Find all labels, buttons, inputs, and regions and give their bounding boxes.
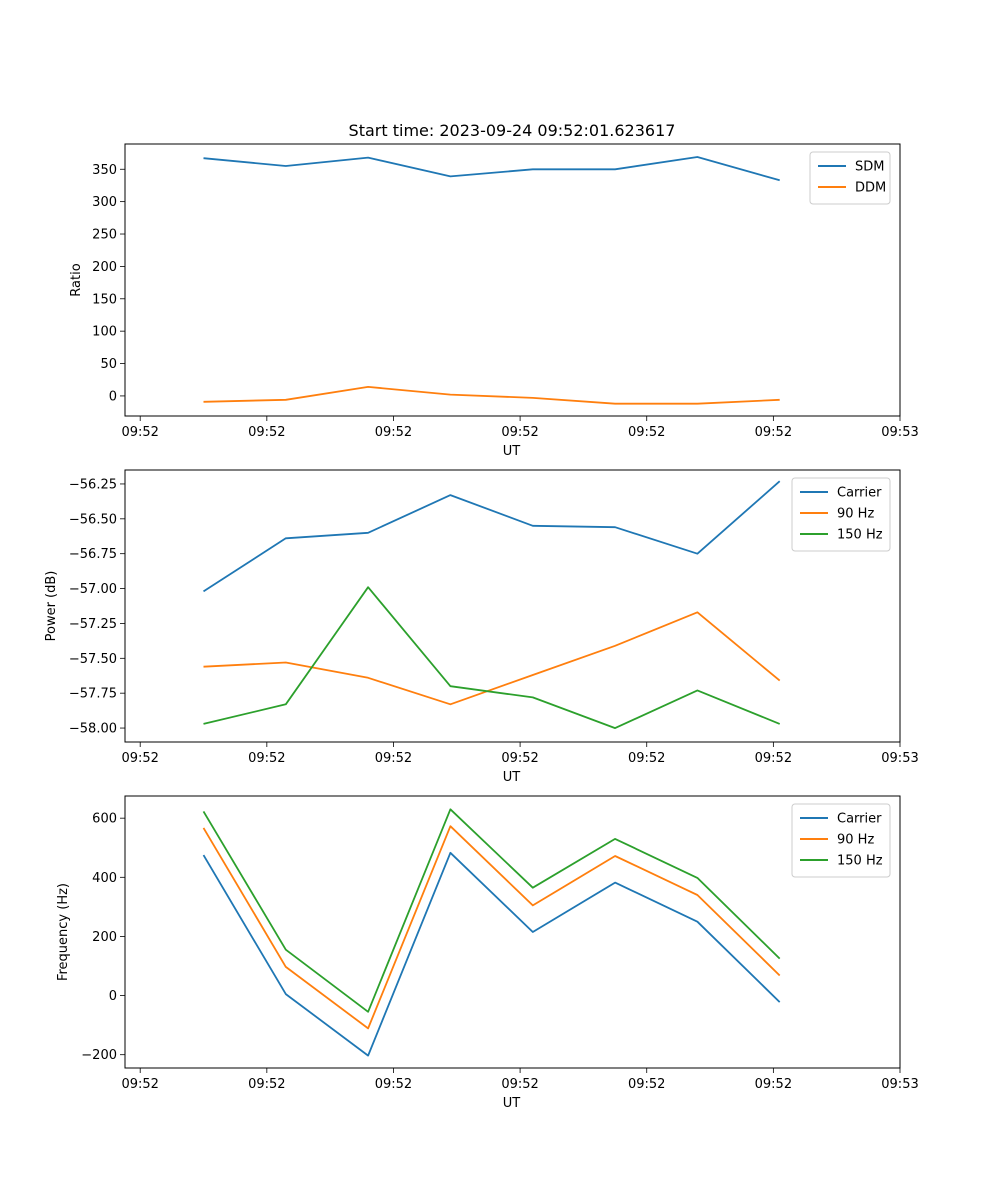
y-axis-label: Frequency (Hz) xyxy=(56,883,71,981)
y-tick-label: 350 xyxy=(92,163,117,178)
series-line-carrier xyxy=(202,851,781,1057)
plot-frame xyxy=(124,795,901,1069)
plot-frame xyxy=(124,469,901,743)
x-tick-label: 09:52 xyxy=(375,751,412,766)
legend-label: Carrier xyxy=(837,812,882,827)
y-tick-label: 0 xyxy=(109,989,117,1004)
legend-label: 150 Hz xyxy=(837,528,883,543)
y-tick-label: 200 xyxy=(92,260,117,275)
series-line-150-hz xyxy=(202,808,781,1013)
legend: Carrier 90 Hz 150 Hz xyxy=(791,477,891,552)
y-tick-label: 400 xyxy=(92,871,117,886)
x-tick-label: 09:52 xyxy=(755,751,792,766)
x-tick-label: 09:53 xyxy=(881,1077,918,1092)
x-tick-label: 09:52 xyxy=(248,425,285,440)
y-tick-label: 50 xyxy=(100,357,117,372)
y-tick-label: −57.25 xyxy=(69,617,117,632)
y-axis-label: Ratio xyxy=(69,263,84,296)
y-tick-label: 100 xyxy=(92,325,117,340)
legend-label: SDM xyxy=(855,160,884,175)
x-tick-label: 09:52 xyxy=(121,1077,158,1092)
x-tick-label: 09:53 xyxy=(881,425,918,440)
legend-label: Carrier xyxy=(837,486,882,501)
x-tick-label: 09:52 xyxy=(501,751,538,766)
legend-label: 90 Hz xyxy=(837,507,874,522)
chart-panel-1: 09:52 09:52 09:52 09:52 09:52 09:52 09:53 0 50 10… xyxy=(69,143,919,459)
x-tick-label: 09:52 xyxy=(248,751,285,766)
chart-panel-3: 09:52 09:52 09:52 09:52 09:52 09:52 09:53 −200 0… xyxy=(56,795,919,1111)
x-tick-label: 09:52 xyxy=(375,425,412,440)
series-line-carrier xyxy=(203,480,781,593)
legend-label: 150 Hz xyxy=(837,854,883,869)
series-line-ddm xyxy=(203,385,780,405)
y-tick-label: 600 xyxy=(92,812,117,827)
x-tick-label: 09:52 xyxy=(755,425,792,440)
y-tick-label: 0 xyxy=(109,389,117,404)
x-axis-label: UT xyxy=(503,444,521,459)
legend-box xyxy=(791,803,891,878)
x-tick-label: 09:52 xyxy=(501,425,538,440)
chart-panel-2: 09:52 09:52 09:52 09:52 09:52 09:52 09:53 −58.0… xyxy=(44,469,919,785)
y-tick-label: −56.50 xyxy=(69,512,117,527)
y-tick-label: −56.25 xyxy=(69,477,117,492)
x-tick-label: 09:52 xyxy=(375,1077,412,1092)
plot-frame xyxy=(124,143,901,417)
x-axis-label: UT xyxy=(503,1096,521,1111)
x-tick-label: 09:52 xyxy=(121,751,158,766)
y-tick-label: −56.75 xyxy=(69,547,117,562)
x-tick-label: 09:52 xyxy=(755,1077,792,1092)
x-tick-label: 09:52 xyxy=(628,425,665,440)
figure-title: Start time: 2023-09-24 09:52:01.623617 xyxy=(349,121,676,140)
y-tick-label: −200 xyxy=(81,1048,117,1063)
legend: Carrier 90 Hz 150 Hz xyxy=(791,803,891,878)
chart-panels: 09:52 09:52 09:52 09:52 09:52 09:52 09:53 0 50 10… xyxy=(44,143,919,1111)
legend-label: 90 Hz xyxy=(837,833,874,848)
y-tick-label: −57.75 xyxy=(69,687,117,702)
y-tick-label: −57.00 xyxy=(69,582,117,597)
y-tick-label: 250 xyxy=(92,228,117,243)
legend: SDM DDM xyxy=(809,151,891,205)
series-line-90-hz xyxy=(202,825,781,1030)
x-tick-label: 09:52 xyxy=(628,1077,665,1092)
y-tick-label: 300 xyxy=(92,195,117,210)
x-axis-label: UT xyxy=(503,770,521,785)
y-tick-label: 200 xyxy=(92,930,117,945)
series-line-90-hz xyxy=(203,611,781,706)
y-tick-label: 150 xyxy=(92,292,117,307)
series-line-sdm xyxy=(203,156,780,182)
x-tick-label: 09:52 xyxy=(121,425,158,440)
y-axis-label: Power (dB) xyxy=(44,571,59,642)
series-line-150-hz xyxy=(203,586,781,729)
y-tick-label: −58.00 xyxy=(69,722,117,737)
x-tick-label: 09:53 xyxy=(881,751,918,766)
legend-label: DDM xyxy=(855,181,886,196)
x-tick-label: 09:52 xyxy=(628,751,665,766)
legend-box xyxy=(791,477,891,552)
x-tick-label: 09:52 xyxy=(501,1077,538,1092)
x-tick-label: 09:52 xyxy=(248,1077,285,1092)
y-tick-label: −57.50 xyxy=(69,652,117,667)
